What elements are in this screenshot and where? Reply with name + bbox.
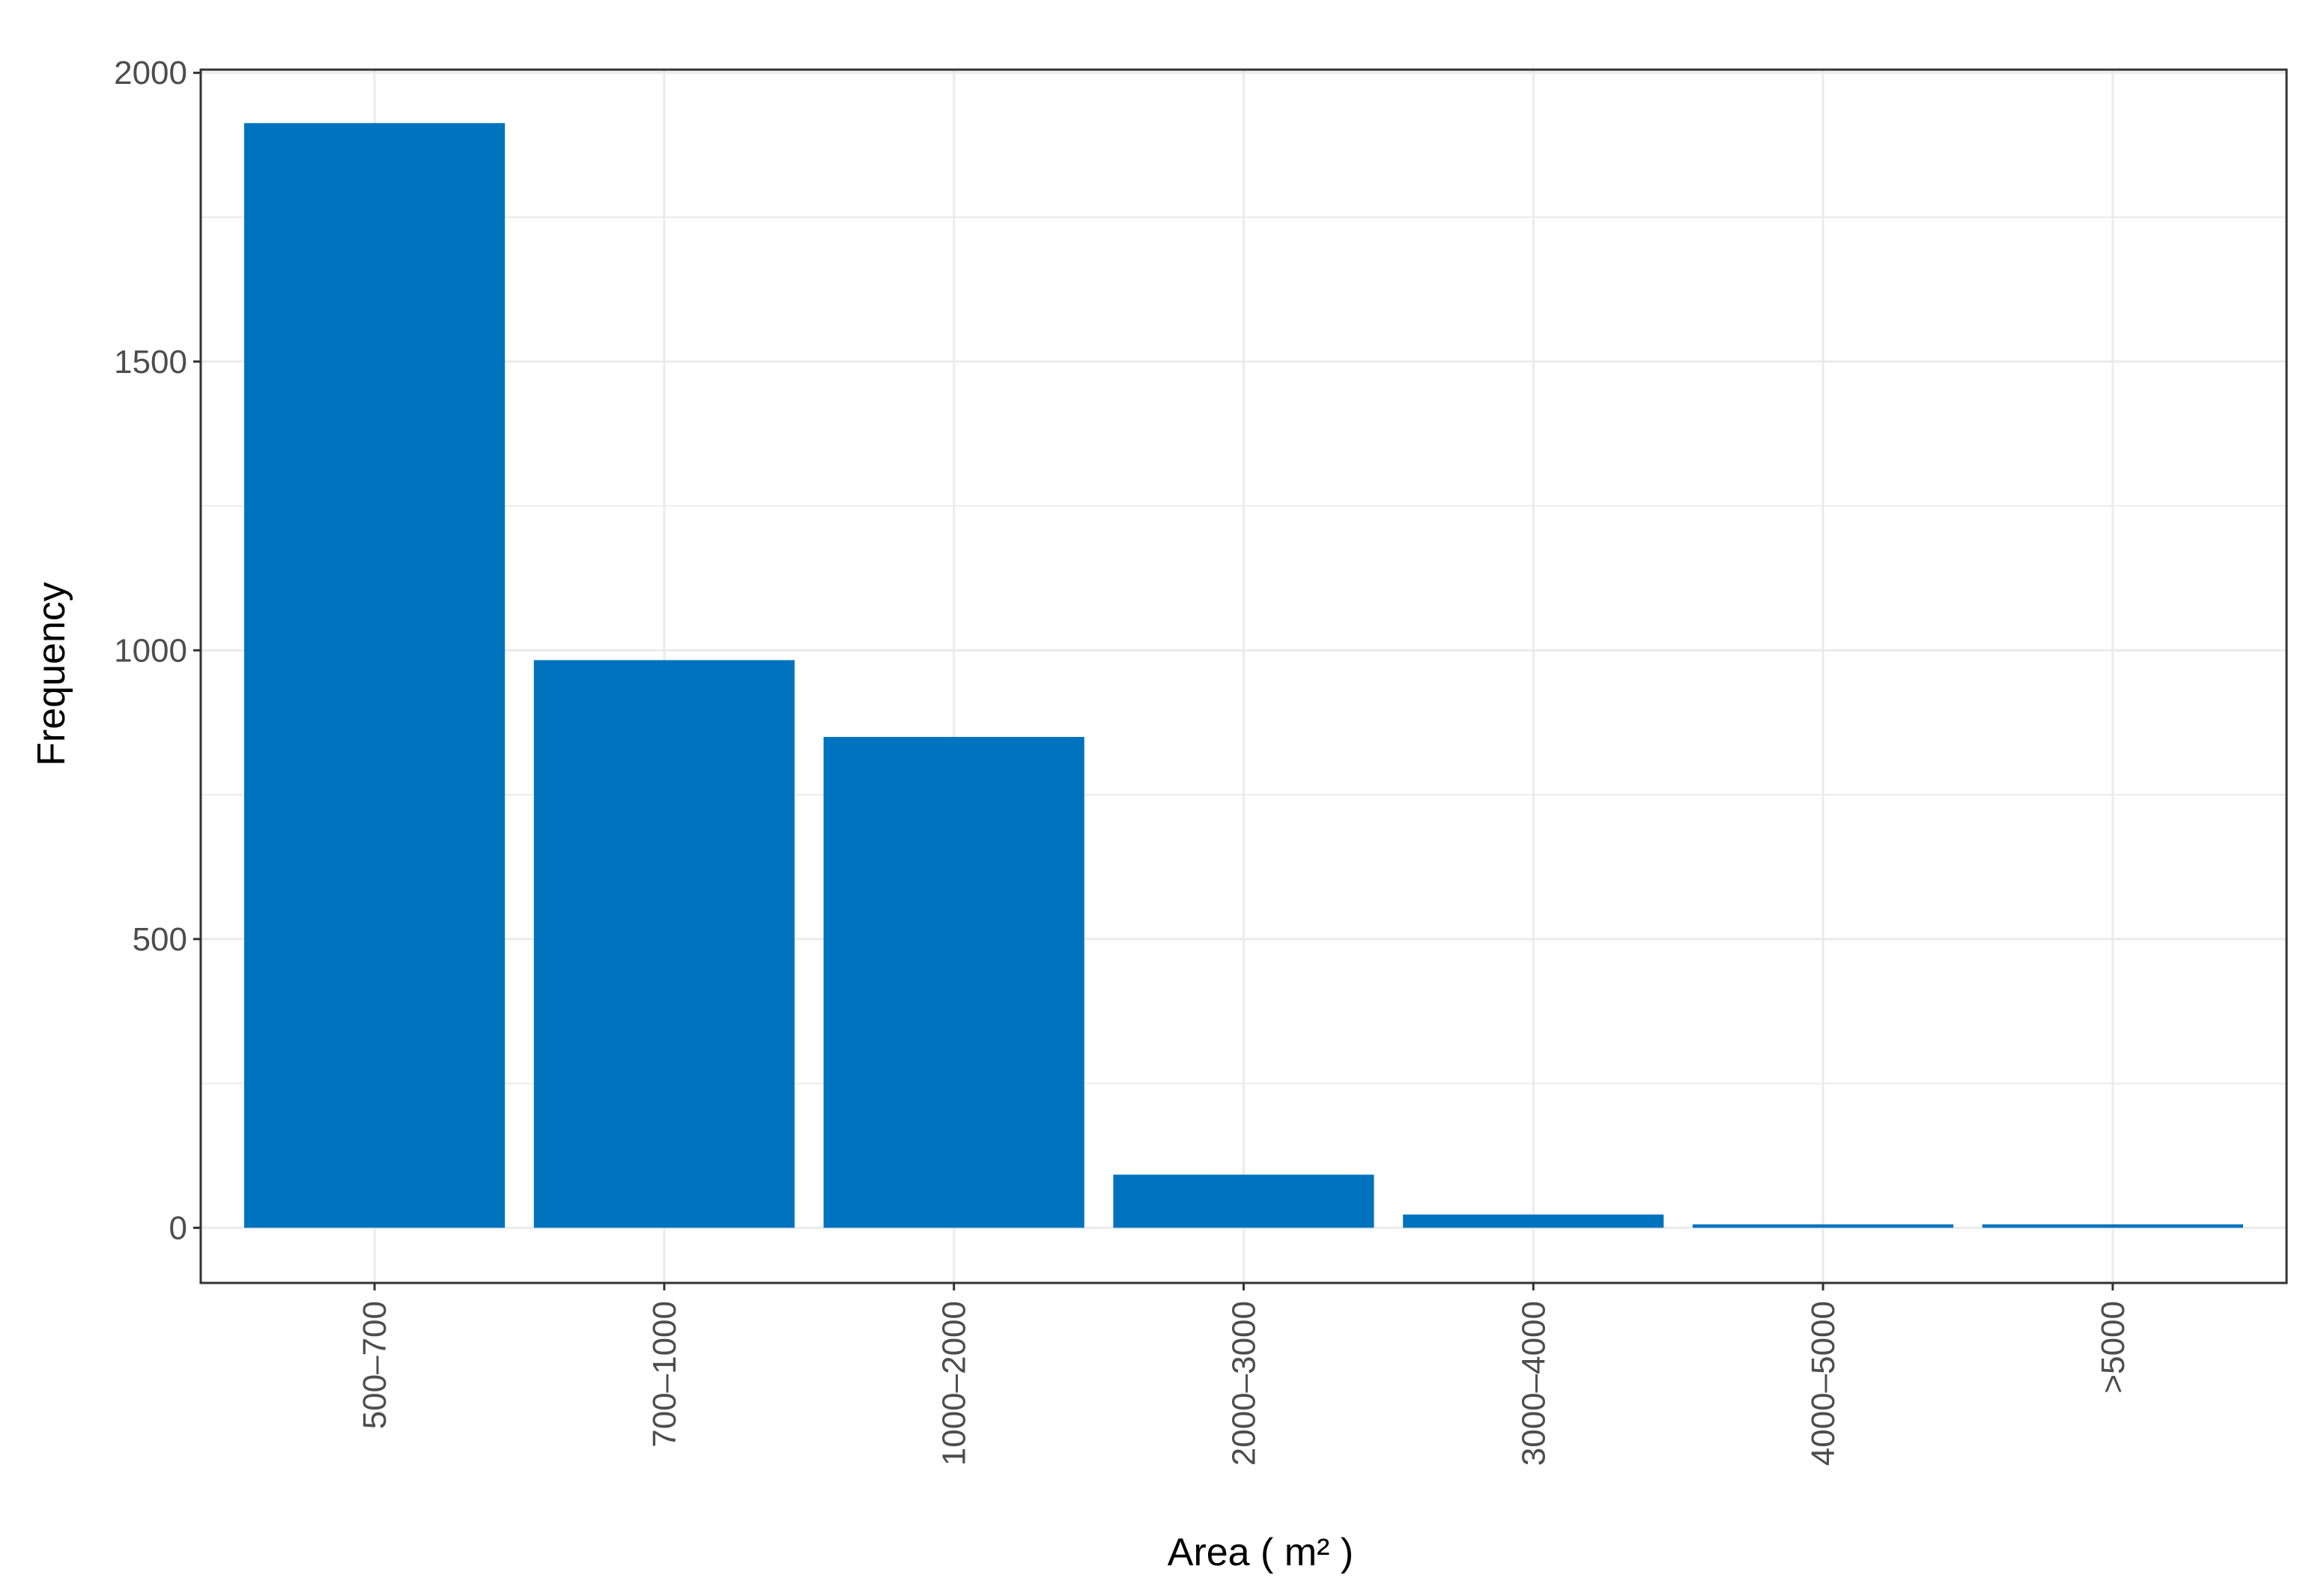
bar: [1403, 1214, 1664, 1228]
x-axis-title: Area ( m² ): [1168, 1531, 1353, 1574]
x-tick-label: 2000–3000: [1226, 1301, 1263, 1466]
y-tick-label: 0: [169, 1210, 187, 1246]
y-tick-label: 2000: [114, 55, 187, 91]
y-tick-label: 1000: [114, 632, 187, 669]
bar: [244, 123, 506, 1228]
x-tick-label: >5000: [2095, 1301, 2132, 1394]
bar: [533, 660, 795, 1228]
x-tick-label: 4000–5000: [1805, 1301, 1842, 1466]
y-axis-title: Frequency: [30, 582, 73, 766]
bar: [1113, 1174, 1374, 1228]
x-tick-label: 3000–4000: [1515, 1301, 1552, 1466]
y-tick-label: 1500: [114, 344, 187, 380]
bar: [1693, 1224, 1954, 1228]
plot-border: [199, 68, 2288, 1284]
x-tick-label: 1000–2000: [936, 1301, 973, 1466]
x-tick-label: 500–700: [356, 1301, 393, 1429]
x-tick-label: 700–1000: [646, 1301, 683, 1448]
y-tick-label: 500: [133, 921, 187, 958]
bar: [823, 736, 1084, 1228]
bar: [1982, 1224, 2243, 1228]
